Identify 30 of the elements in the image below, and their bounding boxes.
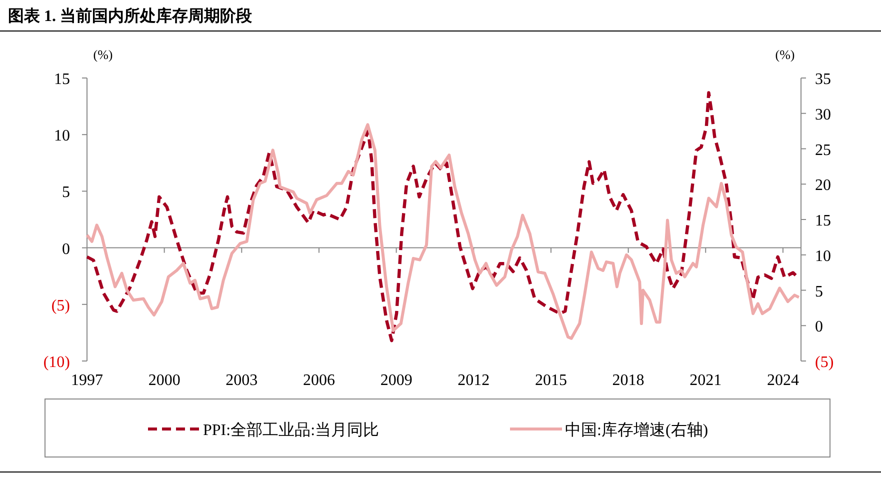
- y2-tick-label: 35: [815, 71, 831, 88]
- y-tick-label: 15: [54, 71, 70, 88]
- x-tick-label: 2018: [612, 372, 644, 389]
- x-tick-label: 2006: [302, 372, 335, 389]
- x-tick-label: 2015: [534, 372, 567, 389]
- y2-tick-label: 15: [815, 212, 831, 230]
- y2-tick-label: (5): [815, 354, 834, 371]
- x-tick-label: 2003: [226, 372, 258, 389]
- x-tick-label: 2024: [766, 372, 799, 389]
- y2-tick-label: 20: [815, 177, 831, 194]
- y2-tick-label: 10: [815, 248, 831, 265]
- y2-tick-label: 0: [815, 318, 823, 336]
- legend-label: 中国:库存增速(右轴): [565, 421, 708, 439]
- x-tick-label: 2000: [148, 372, 180, 389]
- y2-axis-title: (%): [775, 47, 795, 62]
- y-tick-label: (10): [43, 354, 70, 371]
- y-tick-label: 0: [62, 240, 70, 258]
- y-tick-label: 10: [54, 128, 70, 145]
- x-tick-label: 1997: [71, 372, 103, 389]
- chart-title: 图表 1. 当前国内所处库存周期阶段: [8, 7, 253, 25]
- y-axis-title: (%): [93, 47, 113, 62]
- y2-tick-label: 5: [815, 283, 823, 300]
- y-tick-label: (5): [51, 297, 70, 314]
- y2-tick-label: 30: [815, 106, 831, 124]
- x-tick-label: 2012: [458, 372, 490, 389]
- legend-label: PPI:全部工业品:当月同比: [203, 421, 380, 439]
- y-tick-label: 5: [62, 184, 70, 202]
- x-tick-label: 2009: [380, 372, 412, 389]
- x-tick-label: 2021: [690, 372, 722, 389]
- y2-tick-label: 25: [815, 142, 831, 159]
